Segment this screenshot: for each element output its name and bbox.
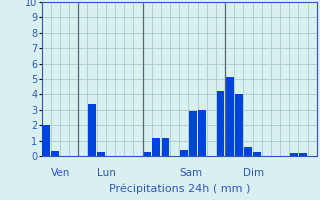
Bar (299, 153, 307, 156)
Bar (253, 152, 261, 156)
Bar (180, 150, 188, 156)
Text: Lun: Lun (97, 168, 116, 178)
Bar (244, 147, 252, 156)
Bar (162, 138, 169, 156)
Bar (235, 94, 243, 156)
Bar (189, 111, 197, 156)
Bar (226, 77, 234, 156)
Bar (290, 153, 298, 156)
Bar (198, 110, 206, 156)
Text: Ven: Ven (51, 168, 70, 178)
Text: Sam: Sam (179, 168, 202, 178)
Text: Précipitations 24h ( mm ): Précipitations 24h ( mm ) (108, 184, 250, 194)
Bar (152, 138, 160, 156)
Text: Dim: Dim (244, 168, 265, 178)
Bar (42, 125, 50, 156)
Bar (143, 152, 151, 156)
Bar (88, 104, 96, 156)
Bar (217, 91, 224, 156)
Bar (52, 151, 59, 156)
Bar (97, 152, 105, 156)
